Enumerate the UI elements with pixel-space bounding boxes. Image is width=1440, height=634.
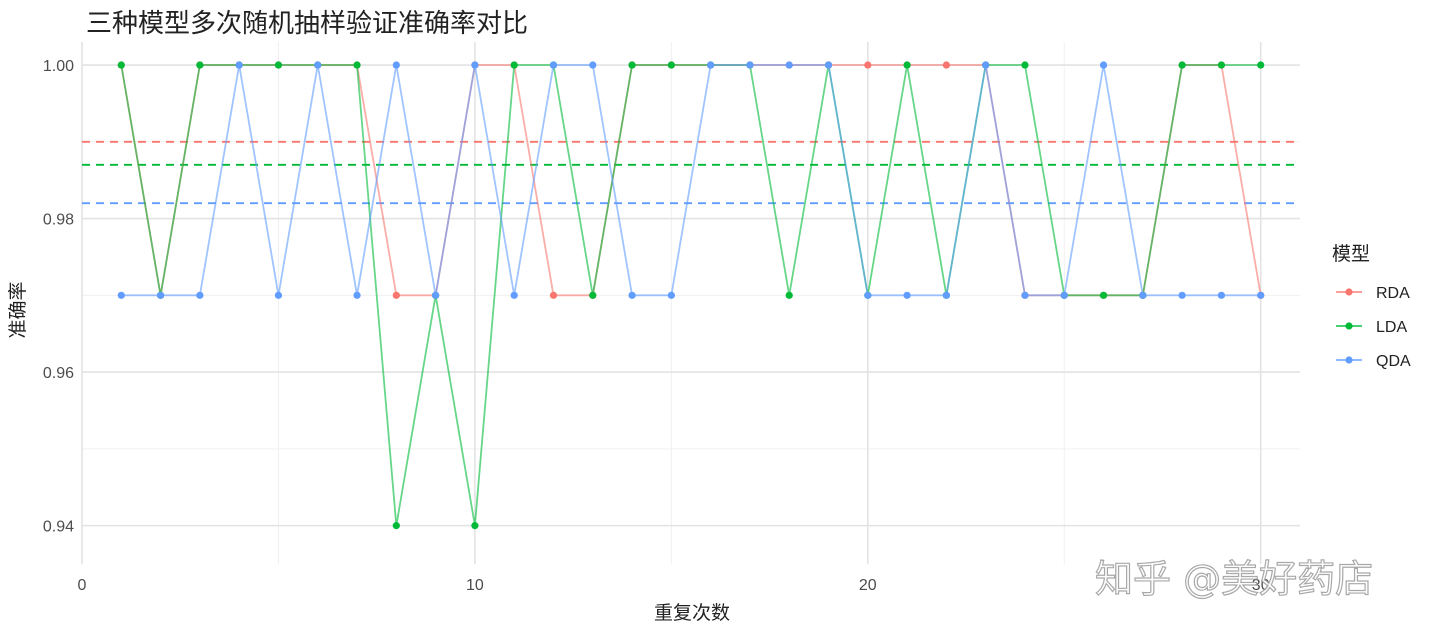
legend-title: 模型 xyxy=(1332,243,1370,265)
legend-item-rda: RDA xyxy=(1336,285,1410,302)
data-point-rda xyxy=(942,61,950,69)
data-point-lda xyxy=(353,61,361,69)
data-point-qda xyxy=(156,291,165,299)
legend-label: RDA xyxy=(1376,285,1410,302)
data-point-lda xyxy=(1099,291,1108,299)
data-point-qda xyxy=(510,291,518,299)
data-point-qda xyxy=(274,291,283,299)
data-point-lda xyxy=(1257,61,1265,69)
data-point-qda xyxy=(1257,291,1265,299)
series-line-lda xyxy=(120,64,1261,526)
data-point-qda xyxy=(707,61,715,69)
data-point-rda xyxy=(864,61,872,69)
data-point-qda xyxy=(785,61,793,69)
data-point-qda xyxy=(353,291,361,299)
data-point-qda xyxy=(392,61,400,69)
data-point-rda xyxy=(392,291,400,299)
data-point-qda xyxy=(628,291,636,299)
y-tick-label: 1.00 xyxy=(43,58,74,75)
data-point-qda xyxy=(471,61,479,69)
series-line-qda xyxy=(121,64,1261,297)
data-point-lda xyxy=(1178,61,1186,69)
data-point-qda xyxy=(589,61,597,69)
data-point-qda xyxy=(903,291,911,299)
data-point-qda xyxy=(1060,291,1068,299)
x-tick-label: 10 xyxy=(466,577,484,594)
data-point-qda xyxy=(864,291,872,299)
data-point-qda xyxy=(1021,291,1029,299)
data-point-lda xyxy=(628,61,636,69)
legend-label: QDA xyxy=(1376,353,1411,370)
series-qda xyxy=(117,61,1265,299)
data-point-lda xyxy=(589,291,597,299)
watermark: 知乎 @美好药店 xyxy=(1095,557,1373,601)
data-point-lda xyxy=(117,61,125,69)
data-point-qda xyxy=(314,61,322,69)
legend-item-lda: LDA xyxy=(1336,319,1407,336)
y-axis-ticks: 0.94 0.96 0.98 1.00 xyxy=(43,58,74,536)
chart-title: 三种模型多次随机抽样验证准确率对比 xyxy=(86,9,528,39)
data-point-lda xyxy=(471,522,479,530)
legend: 模型 RDA LDA QDA xyxy=(1332,243,1411,370)
grid xyxy=(81,42,1300,564)
data-point-lda xyxy=(1021,61,1029,69)
mean-lines xyxy=(82,140,1300,205)
data-point-qda xyxy=(1099,61,1108,69)
data-point-lda xyxy=(1217,61,1226,69)
data-point-qda xyxy=(667,291,675,299)
data-point-lda xyxy=(392,522,400,530)
data-point-qda xyxy=(1178,291,1186,299)
legend-key-point xyxy=(1345,288,1353,296)
data-point-rda xyxy=(549,291,558,299)
data-point-lda xyxy=(274,61,283,69)
legend-key-point xyxy=(1345,356,1353,364)
data-point-lda xyxy=(903,61,911,69)
data-point-qda xyxy=(982,61,990,69)
x-axis-ticks: 0 10 20 30 xyxy=(78,577,1270,594)
data-point-lda xyxy=(785,291,793,299)
data-point-qda xyxy=(1139,291,1147,299)
legend-label: LDA xyxy=(1376,319,1407,336)
data-point-qda xyxy=(235,61,243,69)
data-point-qda xyxy=(1217,291,1226,299)
data-point-qda xyxy=(942,291,950,299)
data-point-qda xyxy=(549,61,558,69)
legend-key-point xyxy=(1345,322,1353,330)
data-point-qda xyxy=(117,291,125,299)
x-tick-label: 20 xyxy=(859,577,877,594)
y-axis-title: 准确率 xyxy=(7,281,29,338)
data-point-qda xyxy=(432,291,440,299)
data-point-qda xyxy=(746,61,754,69)
y-tick-label: 0.98 xyxy=(43,212,74,229)
data-point-lda xyxy=(667,61,675,69)
x-tick-label: 0 xyxy=(78,577,87,594)
x-axis-title: 重复次数 xyxy=(654,602,730,624)
data-point-qda xyxy=(196,291,204,299)
data-point-qda xyxy=(824,61,833,69)
x-tick-label: 30 xyxy=(1252,577,1270,594)
data-point-lda xyxy=(510,61,518,69)
data-point-lda xyxy=(196,61,204,69)
y-tick-label: 0.96 xyxy=(43,365,74,382)
series-layer xyxy=(117,61,1265,530)
legend-item-qda: QDA xyxy=(1336,353,1411,370)
y-tick-label: 0.94 xyxy=(43,519,74,536)
